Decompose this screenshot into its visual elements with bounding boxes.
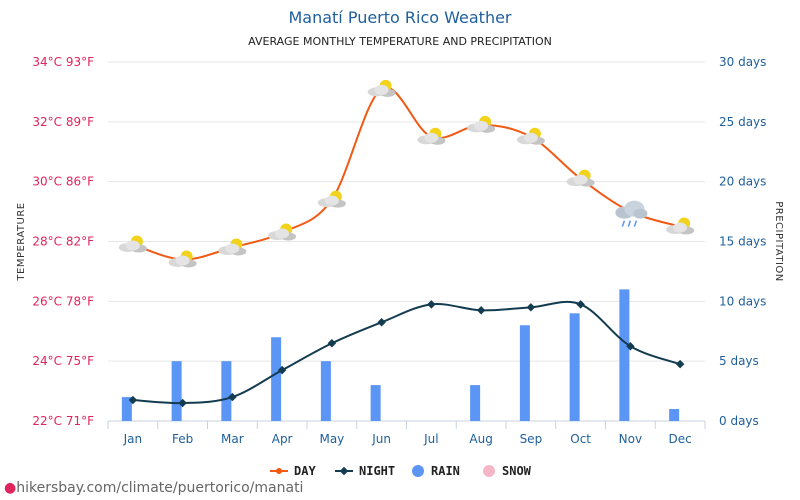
rain-bar [121,397,132,421]
night-point [526,303,536,312]
night-point [675,359,685,369]
rain-bar [569,313,580,421]
left-tick-label: 32°C 89°F [32,115,94,129]
legend-snow-swatch [483,465,495,477]
night-point [626,341,635,351]
night-point [576,300,585,309]
right-tick-label: 0 days [719,414,759,428]
rain-bar [171,361,182,421]
cloud-icon [225,243,240,254]
cloud-icon [175,255,190,266]
x-tick-label: Oct [570,432,591,446]
night-point [327,338,337,348]
left-tick-label: 26°C 78°F [32,294,94,308]
night-point [178,398,187,408]
x-tick-label: Jun [371,432,391,446]
left-tick-label: 24°C 75°F [32,354,94,368]
x-tick-label: Apr [272,432,293,446]
legend-night-marker [339,466,349,476]
left-tick-label: 28°C 82°F [32,235,94,249]
right-tick-label: 10 days [719,294,766,308]
rain-bar [669,409,680,421]
night-point [476,306,486,315]
x-tick-label: Aug [469,432,492,446]
day-series-line [132,86,681,261]
night-point [277,365,287,375]
rain-bar [519,325,530,421]
x-tick-label: Sep [520,432,543,446]
x-tick-label: Jan [123,432,143,446]
credit-text: hikersbay.com/climate/puertorico/manati [16,480,304,496]
raindrop-icon [621,220,626,227]
x-tick-label: Dec [669,432,692,446]
rain-bar [470,385,481,421]
cloud-icon [573,174,588,185]
right-tick-label: 30 days [719,55,766,69]
night-point [228,392,237,402]
left-tick-label: 30°C 86°F [32,175,94,189]
legend-rain-swatch [412,465,424,477]
raindrop-icon [633,220,638,227]
right-tick-label: 25 days [719,115,766,129]
x-tick-label: Mar [221,432,244,446]
x-tick-label: Feb [172,432,193,446]
legend-rain-label: RAIN [431,464,460,478]
x-tick-label: May [319,432,344,446]
right-tick-label: 20 days [719,175,766,189]
night-series-line [132,300,681,405]
legend-night-label: NIGHT [359,464,395,478]
left-tick-label: 34°C 93°F [32,55,94,69]
night-point [128,395,138,405]
cloud-icon [673,222,688,233]
legend-snow-label: SNOW [502,464,532,478]
raindrop-icon [627,220,632,227]
chart-title: Manatí Puerto Rico Weather [288,8,512,27]
night-point [427,300,436,309]
right-axis-title: PRECIPITATION [773,201,784,282]
cloud-icon [324,195,339,206]
legend-day-label: DAY [294,464,316,478]
rain-cloud-icon [633,208,648,219]
x-tick-label: Jul [423,432,438,446]
left-axis-title: TEMPERATURE [16,202,27,281]
legend-day-marker [276,468,282,474]
cloud-icon [523,132,538,143]
right-tick-label: 15 days [719,235,766,249]
x-tick-label: Nov [619,432,642,446]
cloud-icon [275,228,290,239]
cloud-icon [424,132,439,143]
rain-bar [619,289,630,421]
chart-subtitle: AVERAGE MONTHLY TEMPERATURE AND PRECIPIT… [248,35,552,48]
rain-bar [370,385,381,421]
location-pin-icon: ● [4,480,17,496]
rain-bar [221,361,232,421]
cloud-icon [125,240,140,251]
source-credit[interactable]: ●hikersbay.com/climate/puertorico/manati [4,480,303,496]
night-point [377,318,386,327]
right-tick-label: 5 days [719,354,759,368]
rain-bar [320,361,331,421]
cloud-icon [374,84,389,95]
left-tick-label: 22°C 71°F [32,414,94,428]
cloud-icon [474,120,489,131]
rain-bar [271,337,282,421]
